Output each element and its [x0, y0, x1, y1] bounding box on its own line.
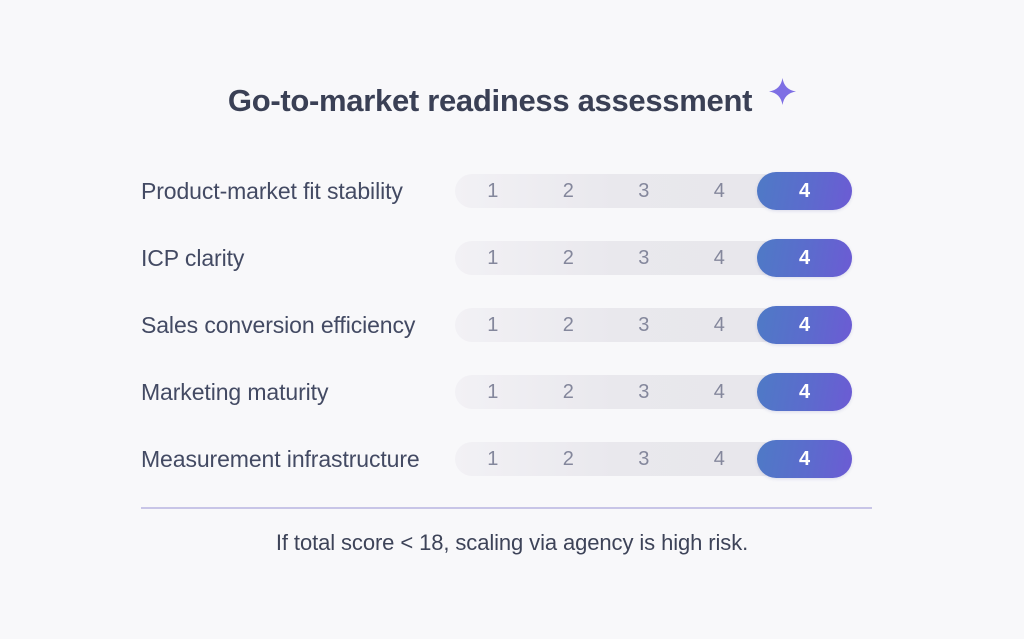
table-row: Measurement infrastructure 1 2 3 4 4	[141, 440, 883, 478]
rating-scale: 1 2 3 4 4	[455, 239, 852, 277]
assessment-rows: Product-market fit stability 1 2 3 4 4 I…	[141, 172, 883, 478]
scale-option-3[interactable]: 3	[638, 448, 650, 470]
selected-score-pill[interactable]: 4	[757, 239, 852, 277]
assessment-card: Go-to-market readiness assessment Produc…	[141, 0, 883, 556]
page-title: Go-to-market readiness assessment	[227, 83, 753, 118]
scale-option-1[interactable]: 1	[487, 314, 499, 336]
row-label: Measurement infrastructure	[141, 445, 420, 472]
selected-score-pill[interactable]: 4	[757, 440, 852, 478]
scale-option-3[interactable]: 3	[638, 247, 650, 269]
scale-option-3[interactable]: 3	[638, 381, 650, 403]
table-row: Marketing maturity 1 2 3 4 4	[141, 373, 883, 411]
row-label: Product-market fit stability	[141, 177, 403, 204]
scale-option-2[interactable]: 2	[562, 247, 574, 269]
row-label: ICP clarity	[141, 244, 245, 271]
scale-option-4[interactable]: 4	[713, 247, 725, 269]
table-row: ICP clarity 1 2 3 4 4	[141, 239, 883, 277]
rating-scale: 1 2 3 4 4	[455, 306, 852, 344]
rating-scale: 1 2 3 4 4	[455, 373, 852, 411]
table-row: Sales conversion efficiency 1 2 3 4 4	[141, 306, 883, 344]
scale-option-2[interactable]: 2	[562, 314, 574, 336]
divider	[141, 507, 872, 509]
scale-option-4[interactable]: 4	[713, 381, 725, 403]
scale-option-1[interactable]: 1	[487, 381, 499, 403]
scale-option-2[interactable]: 2	[562, 180, 574, 202]
scale-option-2[interactable]: 2	[562, 448, 574, 470]
scale-option-1[interactable]: 1	[487, 448, 499, 470]
footer-note: If total score < 18, scaling via agency …	[275, 530, 749, 555]
selected-score-pill[interactable]: 4	[757, 172, 852, 210]
scale-option-1[interactable]: 1	[487, 247, 499, 269]
scale-option-4[interactable]: 4	[713, 180, 725, 202]
row-label: Sales conversion efficiency	[141, 311, 416, 338]
scale-option-4[interactable]: 4	[713, 448, 725, 470]
scale-option-4[interactable]: 4	[713, 314, 725, 336]
scale-option-3[interactable]: 3	[638, 314, 650, 336]
selected-score-pill[interactable]: 4	[757, 306, 852, 344]
scale-option-1[interactable]: 1	[487, 180, 499, 202]
table-row: Product-market fit stability 1 2 3 4 4	[141, 172, 883, 210]
rating-scale: 1 2 3 4 4	[455, 440, 852, 478]
sparkle-icon	[769, 78, 797, 105]
heading: Go-to-market readiness assessment	[141, 78, 883, 122]
row-label: Marketing maturity	[141, 378, 329, 405]
rating-scale: 1 2 3 4 4	[455, 172, 852, 210]
scale-option-2[interactable]: 2	[562, 381, 574, 403]
scale-option-3[interactable]: 3	[638, 180, 650, 202]
selected-score-pill[interactable]: 4	[757, 373, 852, 411]
